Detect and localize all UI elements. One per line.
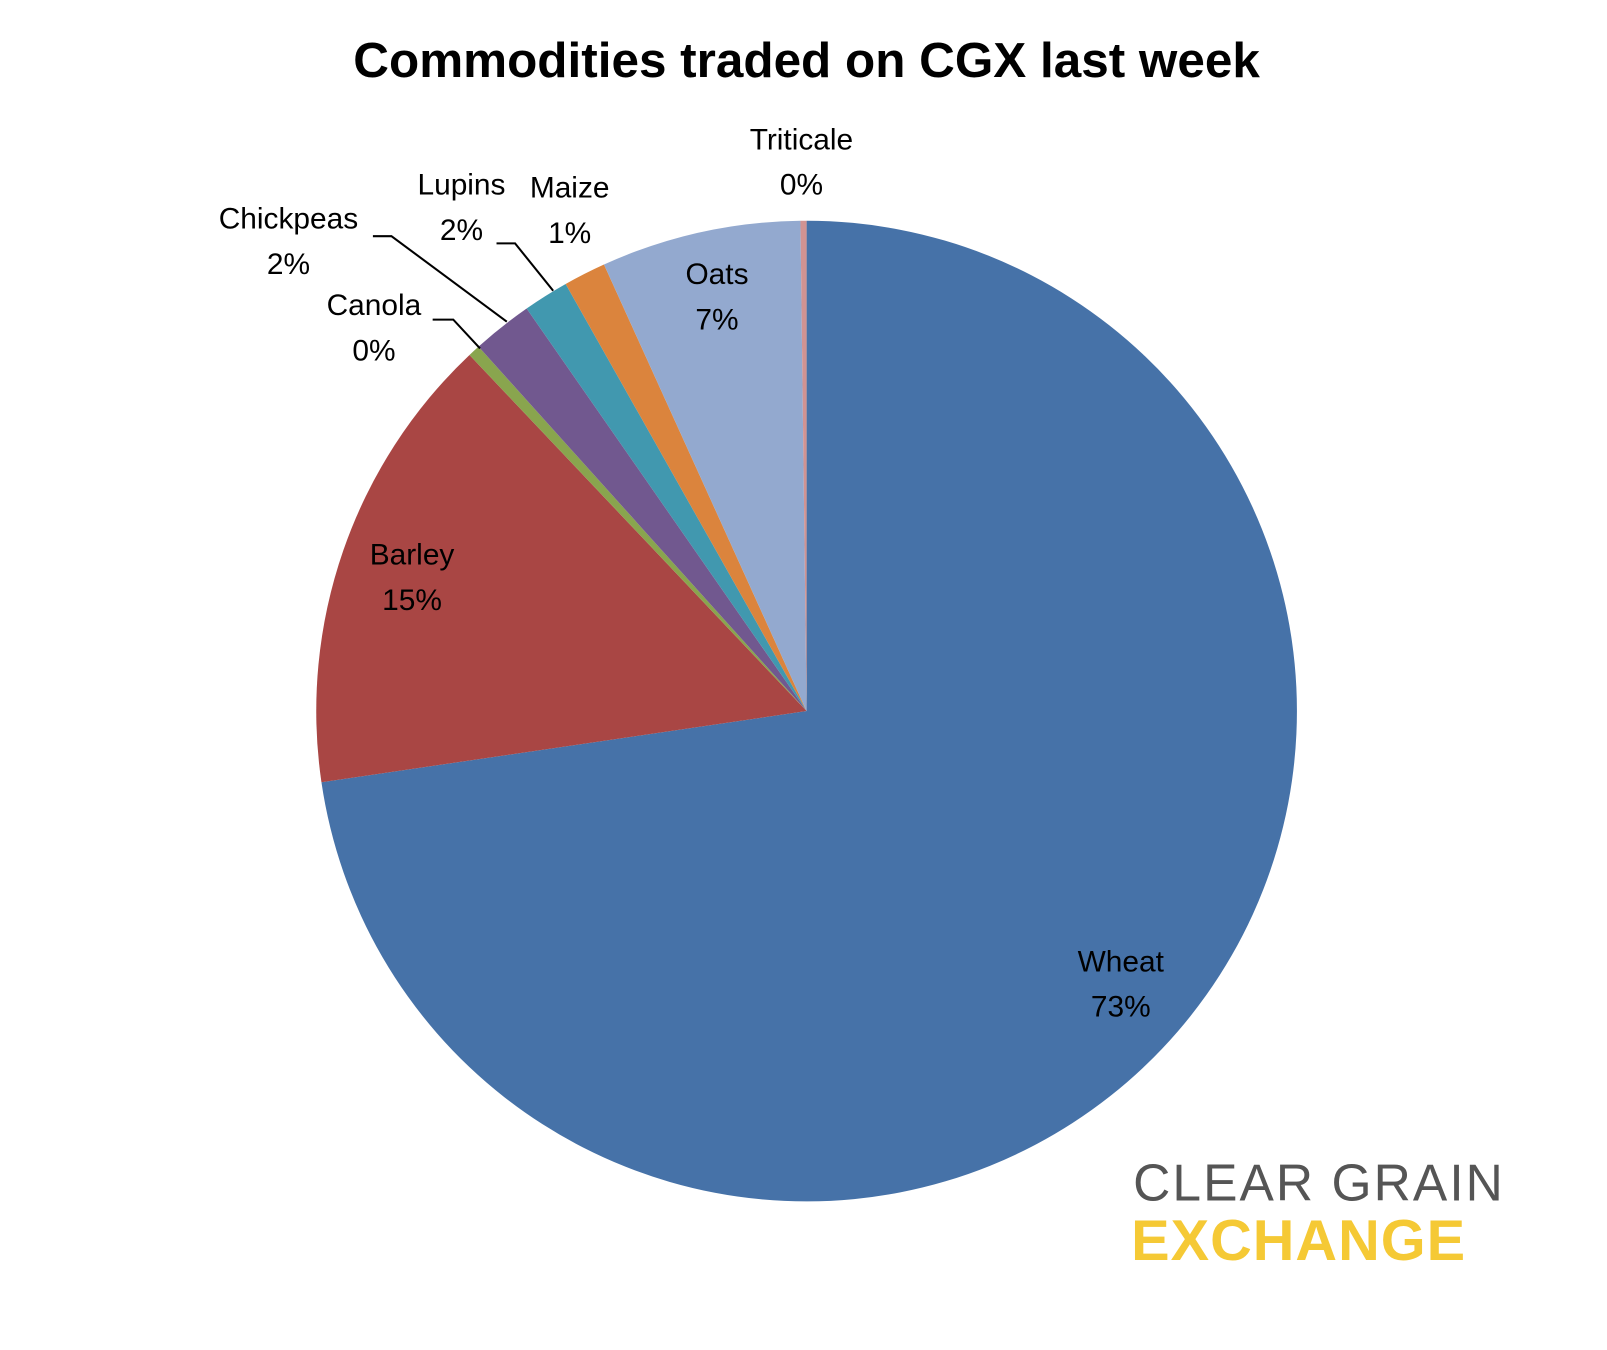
pie-slice	[469, 346, 807, 712]
logo-line1: CLEAR GRAIN	[1133, 1154, 1505, 1212]
slice-value-label: 2%	[440, 214, 483, 247]
slice-value-label: 1%	[548, 217, 591, 250]
slice-value-label: 2%	[267, 248, 310, 281]
slice-value-label: 73%	[1091, 991, 1151, 1024]
pie-slice	[800, 220, 807, 712]
pie-slice	[316, 354, 807, 783]
slice-label: Canola	[327, 289, 422, 322]
slice-value-label: 0%	[352, 334, 395, 367]
leader-line	[496, 242, 554, 292]
leader-line	[432, 318, 481, 350]
pie	[316, 220, 1297, 1202]
slice-label: Chickpeas	[219, 203, 358, 236]
leader-line	[372, 235, 508, 323]
pie-slice	[526, 283, 807, 712]
pie-slice	[321, 220, 1297, 1202]
labels: Wheat 73% Barley 15% Canola 0% Chickpeas 2% Lupi…	[219, 123, 1165, 1023]
slice-label: Oats	[685, 258, 748, 291]
slice-label: Triticale	[750, 123, 853, 156]
slice-label: Barley	[370, 538, 455, 571]
chart-title: Commodities traded on CGX last week	[353, 33, 1260, 88]
leader-lines	[372, 235, 554, 350]
slice-value-label: 7%	[695, 304, 738, 337]
slice-label: Wheat	[1078, 945, 1165, 978]
slice-value-label: 15%	[382, 584, 442, 617]
slice-label: Maize	[530, 172, 610, 205]
slice-label: Lupins	[417, 169, 505, 202]
pie-slice	[565, 264, 807, 712]
pie-slice	[478, 308, 807, 712]
slice-value-label: 0%	[780, 169, 823, 202]
logo-line2: EXCHANGE	[1131, 1209, 1466, 1273]
pie-slice	[603, 220, 807, 712]
